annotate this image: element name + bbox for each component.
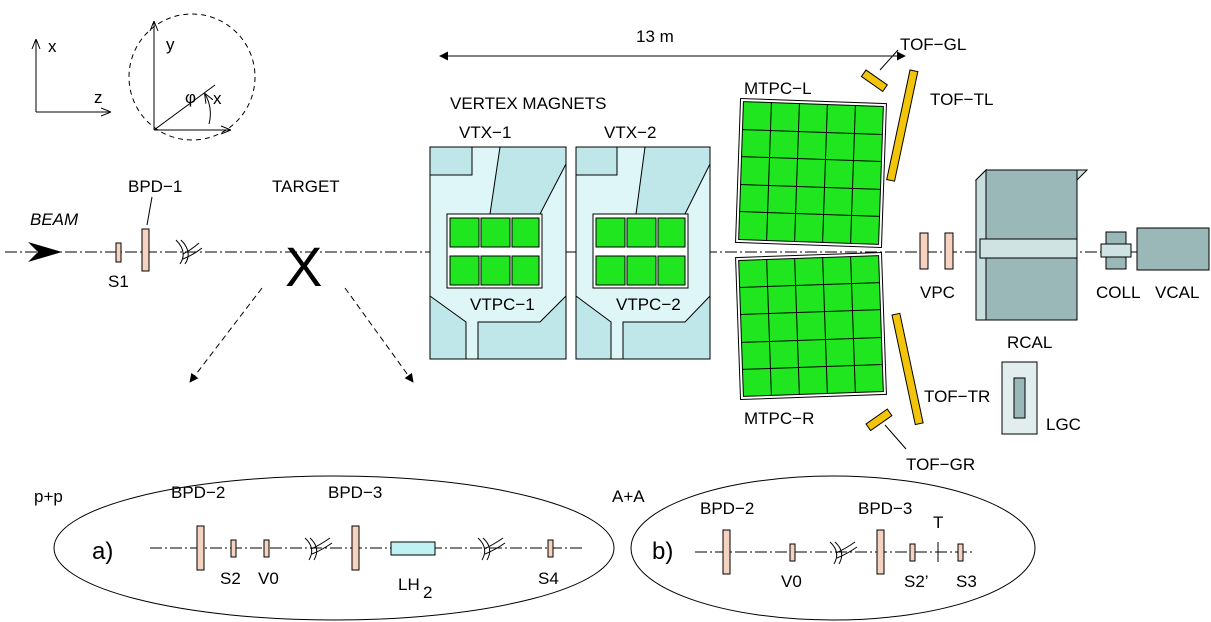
- inset-a-s2-label: S2: [220, 569, 241, 588]
- mtpc-left-label: MTPC−L: [744, 79, 812, 98]
- tof-tr-label: TOF−TR: [924, 387, 990, 406]
- tof-tr-wall: [891, 312, 924, 426]
- inset-a-lh2-target: [390, 541, 436, 556]
- lgc-box: [1001, 361, 1038, 435]
- rcal-label: RCAL: [1007, 333, 1052, 352]
- axis-y-label: y: [166, 35, 175, 54]
- inset-a-break-1: [304, 537, 333, 561]
- vcal-calorimeter: [1136, 227, 1210, 271]
- inset-a-break-2: [477, 537, 506, 561]
- inset-a-bpd3-label: BPD−3: [328, 483, 382, 502]
- rcal-calorimeter: [974, 168, 1089, 321]
- inset-b-bpd3-label: BPD−3: [858, 499, 912, 518]
- collimator: [1100, 231, 1132, 270]
- vpc-counter-2: [944, 232, 954, 270]
- tof-tl-label: TOF−TL: [930, 90, 993, 109]
- lgc-label: LGC: [1046, 415, 1081, 434]
- mtpc-left-chamber: [735, 97, 887, 249]
- phi-label: φ: [185, 88, 196, 107]
- inset-b-bpd3: [876, 529, 885, 575]
- vertex-magnets-title: VERTEX MAGNETS: [450, 94, 607, 113]
- s1-label: S1: [108, 272, 129, 291]
- inset-b-panel: b): [652, 538, 673, 565]
- tof-gr-wall: [865, 408, 893, 432]
- vtx2-label: VTX−2: [604, 123, 656, 142]
- inset-b-ellipse: [630, 475, 1036, 621]
- inset-b-s3-label: S3: [956, 572, 977, 591]
- vtx1-label: VTX−1: [459, 123, 511, 142]
- tof-gr-label: TOF−GR: [906, 455, 975, 474]
- inset-a-panel: a): [92, 538, 113, 565]
- scale-label: 13 m: [636, 27, 674, 46]
- inset-a-bpd3: [351, 525, 360, 571]
- bpd1-detector: [141, 228, 150, 272]
- inset-a-bpd2: [196, 525, 205, 571]
- inset-b-t-label: T: [933, 513, 943, 532]
- tof-gl-wall: [860, 69, 888, 93]
- lgc-core: [1013, 377, 1026, 419]
- phi-coordinate-circle: y x φ: [128, 13, 256, 141]
- tof-gl-label: TOF−GL: [900, 35, 966, 54]
- vcal-label: VCAL: [1155, 283, 1199, 302]
- coll-label: COLL: [1096, 283, 1140, 302]
- inset-b-tag: A+A: [612, 487, 645, 506]
- inset-a-lh-label: LH: [398, 575, 420, 594]
- axis-z-label: z: [94, 88, 103, 107]
- inset-b-s2p: [909, 543, 916, 562]
- inset-a-lh-subscript: 2: [423, 583, 432, 602]
- inset-a-bpd2-label: BPD−2: [171, 483, 225, 502]
- inset-b-s3: [957, 543, 964, 562]
- beam-label: BEAM: [30, 210, 79, 229]
- target-label: TARGET: [272, 177, 340, 196]
- coordinate-axes: x z: [36, 37, 110, 112]
- vtpc1-chamber: [446, 213, 543, 289]
- vtpc1-label: VTPC−1: [470, 295, 535, 314]
- mtpc-right-label: MTPC−R: [744, 409, 814, 428]
- bpd1-label: BPD−1: [128, 177, 182, 196]
- vtpc2-chamber: [592, 213, 689, 289]
- axis-x2-label: x: [213, 89, 222, 108]
- scatter-arrow-right: [344, 287, 414, 383]
- beam-break-symbol: [175, 239, 203, 265]
- inset-b-v0-label: V0: [781, 572, 802, 591]
- inset-a-v0-label: V0: [258, 569, 279, 588]
- inset-a-v0: [263, 539, 270, 558]
- tof-tl-wall: [886, 69, 919, 182]
- inset-a-s4-label: S4: [538, 569, 559, 588]
- inset-a-tag: p+p: [34, 487, 63, 506]
- inset-a-s2: [230, 539, 237, 558]
- inset-b-s2p-label: S2’: [904, 572, 929, 591]
- inset-a-s4: [547, 539, 554, 558]
- target-mark: X: [285, 235, 322, 298]
- inset-b-bpd2-label: BPD−2: [700, 499, 754, 518]
- axis-x-label: x: [48, 37, 57, 56]
- s1-counter: [115, 242, 122, 263]
- mtpc-right-chamber: [735, 251, 887, 401]
- beam-arrow: [28, 242, 62, 262]
- inset-b-break: [829, 541, 858, 565]
- vpc-counter-1: [919, 232, 929, 270]
- scatter-arrow-left: [189, 287, 263, 383]
- vpc-label: VPC: [920, 283, 955, 302]
- vtpc2-label: VTPC−2: [616, 295, 681, 314]
- inset-a-ellipse: [53, 475, 615, 621]
- inset-b-v0: [789, 543, 796, 562]
- inset-b-bpd2: [722, 529, 731, 575]
